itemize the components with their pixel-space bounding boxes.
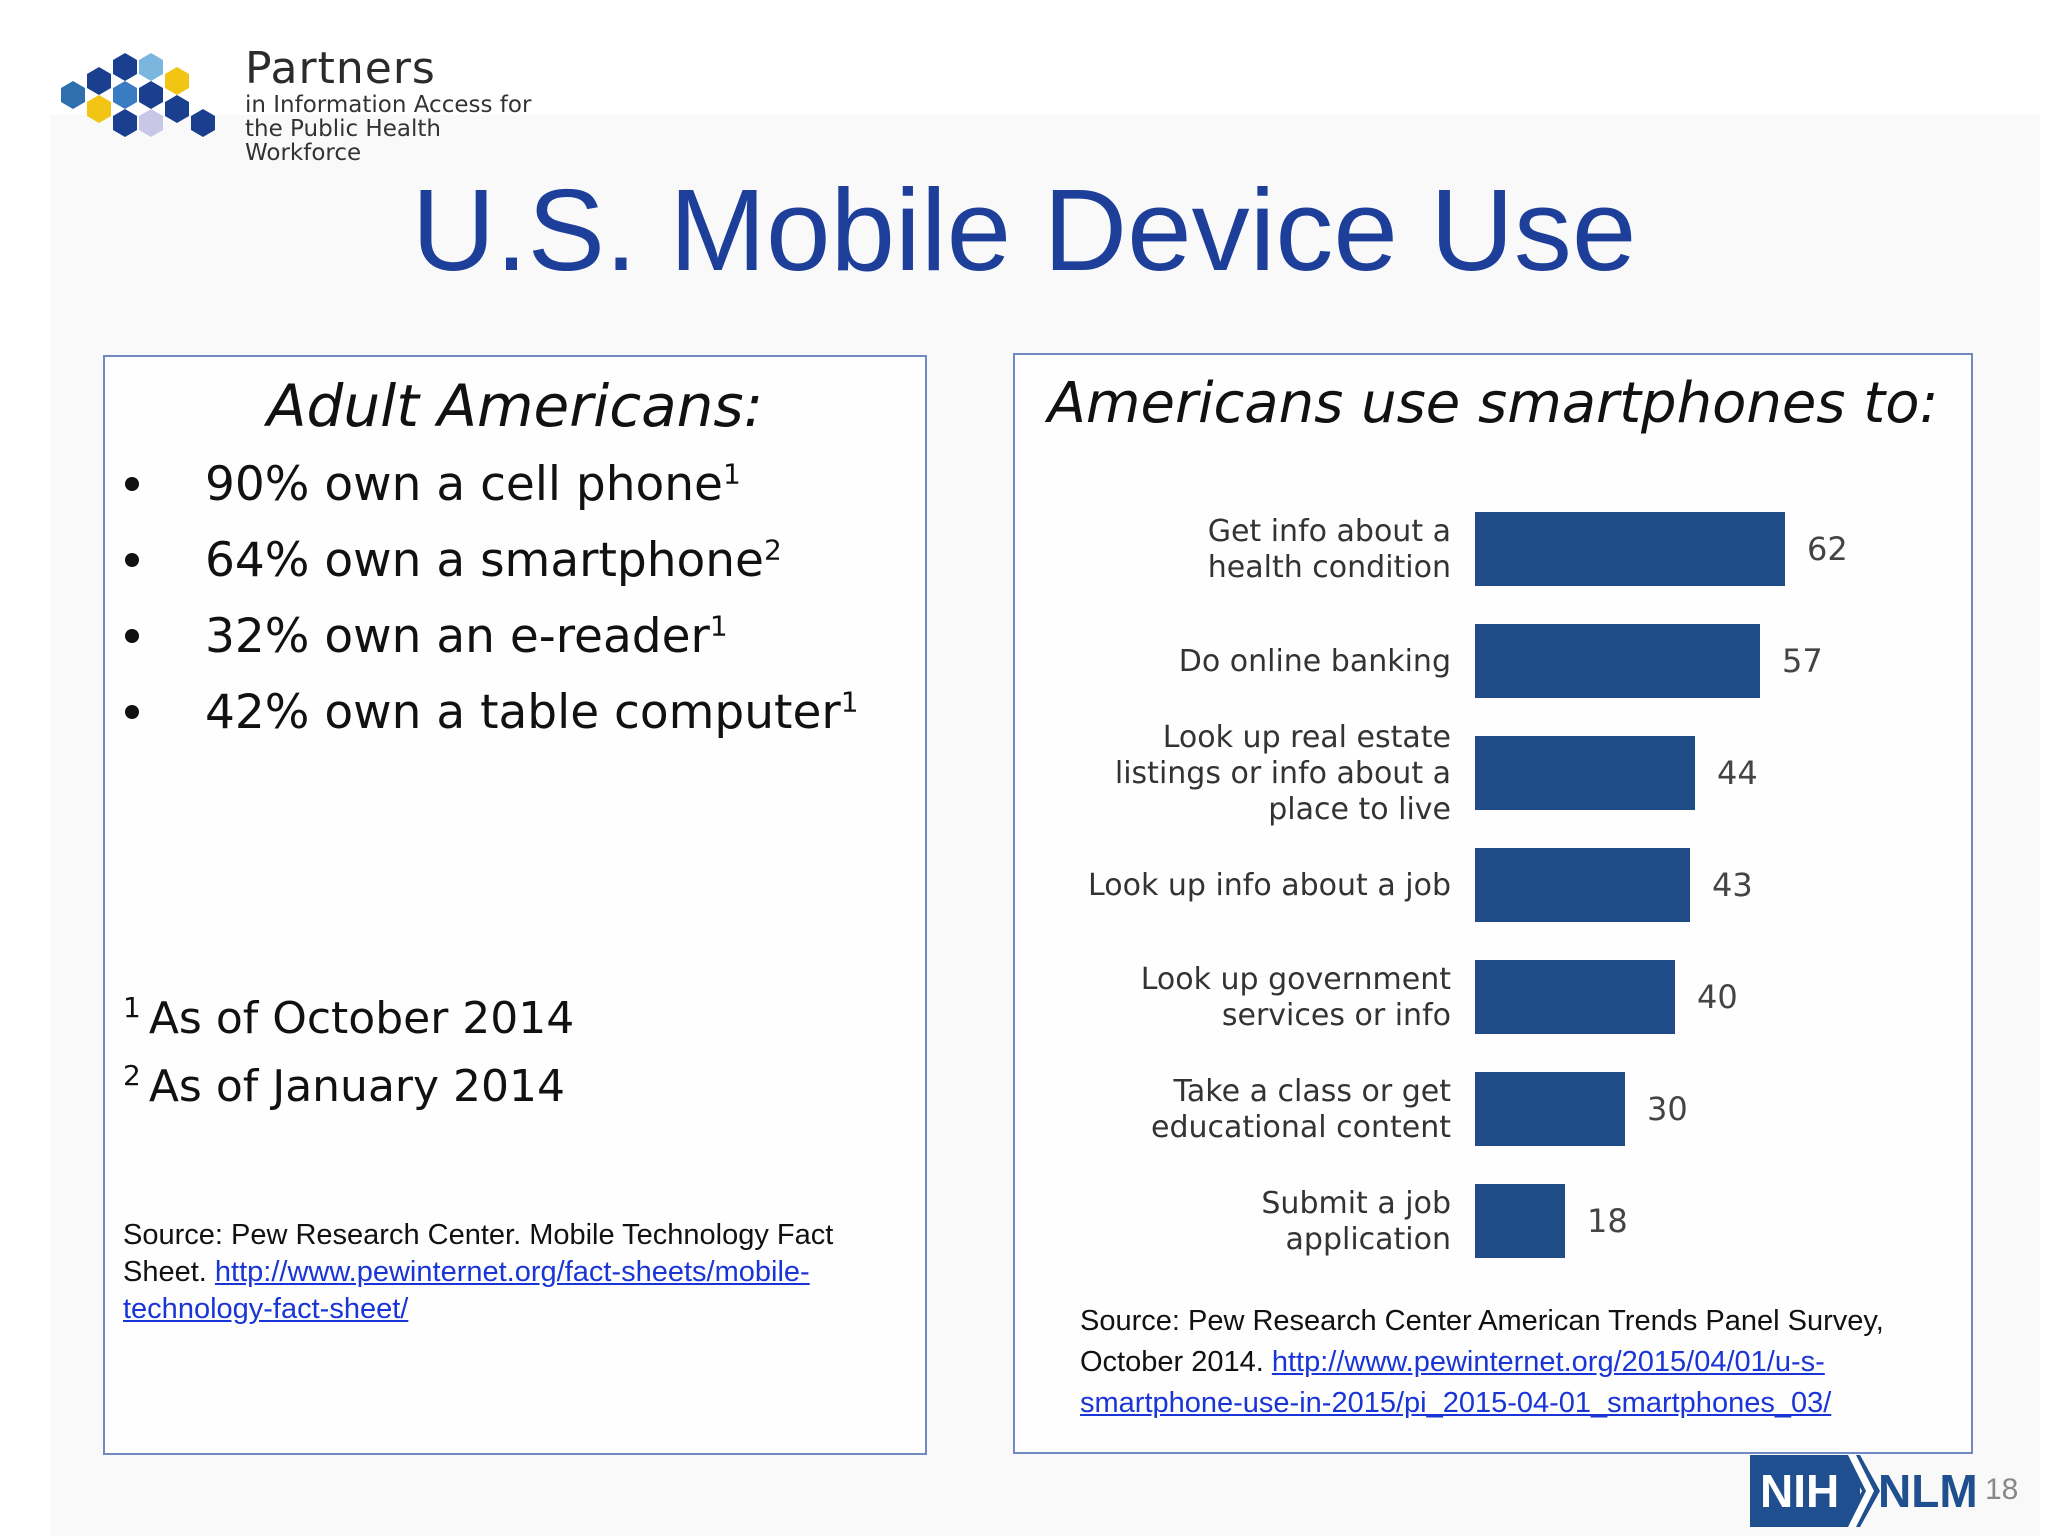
chart-data-label: 44 <box>1717 754 1758 792</box>
bullet-icon <box>125 705 139 719</box>
adult-americans-panel: Adult Americans: 90% own a cell phone1 6… <box>103 355 927 1455</box>
chart-category-label: listings or info about a <box>1115 756 1451 791</box>
bullet-footnote-ref: 1 <box>840 685 859 719</box>
chart-category-label: Look up info about a job <box>1088 868 1451 903</box>
slide-title: U.S. Mobile Device Use <box>411 165 1637 295</box>
chevron-right-icon <box>1842 1455 1880 1527</box>
chart-bar <box>1475 1184 1565 1258</box>
source-link[interactable]: http://www.pewinternet.org/fact-sheets/m… <box>123 1256 810 1325</box>
bullet-footnote-ref: 1 <box>709 609 728 643</box>
nih-nlm-logo: NIH NLM <box>1750 1455 1980 1527</box>
smartphone-uses-panel: Americans use smartphones to: 62 Get info… <box>1013 353 1973 1454</box>
chart-category-label: health condition <box>1208 550 1451 585</box>
nlm-logo-text: NLM <box>1878 1465 1978 1517</box>
source-text: Source: Pew Research Center. Mobile Tech… <box>123 1219 834 1288</box>
bullet-item: 64% own a smartphone2 <box>125 533 915 609</box>
ownership-bullet-list: 90% own a cell phone1 64% own a smartpho… <box>125 457 915 761</box>
bullet-footnote-ref: 1 <box>722 457 741 491</box>
bullet-item: 32% own an e-reader1 <box>125 609 915 685</box>
chart-category-label: Get info about a <box>1208 514 1451 549</box>
bullet-icon <box>125 629 139 643</box>
source-link[interactable]: http://www.pewinternet.org/2015/04/01/u-… <box>1080 1346 1832 1419</box>
chart-data-label: 18 <box>1587 1202 1628 1240</box>
footnote-text: As of October 2014 <box>148 993 575 1044</box>
chart-bar <box>1475 736 1695 810</box>
chart-category-label: Look up government <box>1141 962 1452 997</box>
nih-logo-text: NIH <box>1750 1455 1860 1527</box>
chart-bar <box>1475 624 1760 698</box>
logo-subtitle-line2: the Public Health Workforce <box>245 116 441 166</box>
page-number: 18 <box>1985 1473 2019 1506</box>
hexagon-cluster-icon <box>61 53 215 137</box>
footnote-text: As of January 2014 <box>148 1061 566 1112</box>
bullet-item: 42% own a table computer1 <box>125 685 915 761</box>
left-source-citation: Source: Pew Research Center. Mobile Tech… <box>123 1217 913 1328</box>
footnote-1: 1 As of October 2014 <box>123 994 574 1044</box>
right-source-citation: Source: Pew Research Center American Tre… <box>1080 1301 1960 1424</box>
bullet-footnote-ref: 2 <box>763 533 782 567</box>
bullet-text: 32% own an e-reader <box>205 609 710 664</box>
bullet-text: 42% own a table computer <box>205 685 841 740</box>
footnote-number: 2 <box>123 1059 141 1093</box>
bullet-text: 90% own a cell phone <box>205 457 723 512</box>
chart-bar <box>1475 512 1785 586</box>
chart-category-label: Submit a job <box>1261 1186 1451 1221</box>
chart-category-label: place to live <box>1268 792 1451 827</box>
chart-category-label: educational content <box>1151 1110 1451 1145</box>
right-panel-heading: Americans use smartphones to: <box>1047 371 1939 436</box>
chart-category-label: Take a class or get <box>1173 1074 1452 1109</box>
chart-bar <box>1475 1072 1625 1146</box>
partners-logo: Partners in Information Access for the P… <box>55 43 535 165</box>
chart-data-label: 40 <box>1697 978 1738 1016</box>
footnote-2: 2 As of January 2014 <box>123 1062 565 1112</box>
chart-data-label: 43 <box>1712 866 1753 904</box>
bullet-item: 90% own a cell phone1 <box>125 457 915 533</box>
chart-category-label: Look up real estate <box>1163 720 1451 755</box>
chart-category-label: services or info <box>1222 998 1451 1033</box>
footnote-number: 1 <box>123 991 141 1025</box>
bullet-text: 64% own a smartphone <box>205 533 764 588</box>
logo-subtitle-line1: in Information Access for <box>245 92 532 118</box>
bullet-icon <box>125 553 139 567</box>
chart-data-label: 30 <box>1647 1090 1688 1128</box>
chart-category-label: Do online banking <box>1179 644 1451 679</box>
chart-data-label: 57 <box>1782 642 1823 680</box>
bullet-icon <box>125 477 139 491</box>
chart-data-label: 62 <box>1807 530 1848 568</box>
chart-category-label: application <box>1286 1222 1451 1257</box>
chart-bar <box>1475 960 1675 1034</box>
logo-title: Partners <box>245 43 436 94</box>
chart-bar <box>1475 848 1690 922</box>
source-text: Source: Pew Research Center American Tre… <box>1080 1305 1884 1378</box>
left-panel-heading: Adult Americans: <box>266 372 764 440</box>
